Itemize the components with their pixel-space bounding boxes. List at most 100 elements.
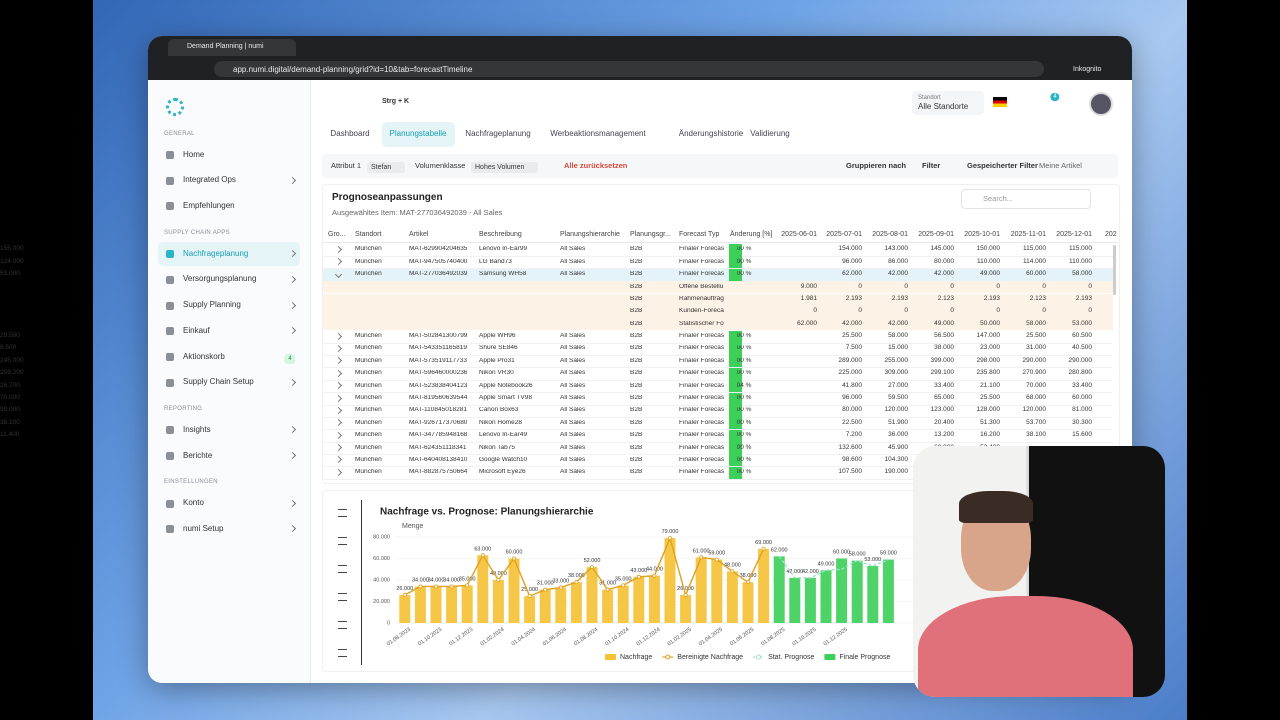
line-point (761, 546, 766, 551)
filter-chip-value[interactable]: Hohes Volumen (471, 162, 539, 174)
grid-subtitle: Ausgewähltes Item: MAT-277036492039 - Al… (332, 207, 503, 217)
line-point (574, 580, 579, 585)
value-label: 26.000 (677, 586, 694, 592)
grid-cell: 36.000 (888, 431, 908, 439)
sidebar-item[interactable]: numi Setup (183, 524, 224, 533)
sidebar-item[interactable]: Aktionskorb (183, 351, 225, 361)
x-tick-label: 01.12.2025 (823, 627, 849, 648)
chart-type-icon[interactable] (338, 593, 347, 601)
tab-title[interactable]: Demand Planning | numi (187, 43, 264, 51)
person-shirt (918, 596, 1133, 697)
tab[interactable]: Änderungshistorie (678, 128, 744, 138)
incognito-label[interactable]: Inkognito (1073, 66, 1102, 74)
tab[interactable]: Werbeaktionsmanagement (550, 128, 646, 138)
location-select[interactable] (912, 91, 984, 115)
sidebar-section-title: SUPPLY CHAIN APPS (164, 229, 230, 236)
grid-cell: 100 % (733, 270, 752, 278)
flag[interactable] (993, 97, 1007, 107)
saved-filter-label[interactable]: Gespeicherter Filter (967, 160, 1038, 170)
sidebar-item[interactable]: Berichte (183, 450, 213, 460)
grid-search[interactable] (961, 189, 1091, 209)
grid-cell: B2B (630, 271, 643, 278)
tab[interactable]: Nachfrageplanung (465, 128, 531, 138)
tab[interactable]: Planungstabelle (389, 128, 447, 138)
grid-cell: 259.200 (0, 369, 24, 377)
sidebar-section-title: GENERAL (164, 130, 195, 137)
filter-chip-value[interactable]: Stefan (367, 162, 406, 174)
url-bar[interactable] (214, 61, 1044, 77)
group-by[interactable]: Gruppieren nach (846, 160, 907, 170)
notification-badge: 4 (1050, 92, 1060, 101)
filter-button[interactable]: Filter (922, 160, 941, 170)
browser-tab[interactable] (168, 39, 296, 56)
tab[interactable]: Dashboard (330, 128, 370, 138)
grid-cell: MAT-573519117733 (409, 357, 467, 364)
column-header: 2025-11-01 (1010, 231, 1046, 239)
url[interactable]: app.numi.digital/demand-planning/grid?id… (233, 64, 473, 74)
selected-row-bg (323, 268, 1113, 281)
sidebar-item[interactable]: Konto (183, 498, 204, 508)
sidebar-item[interactable]: Einkauf (183, 325, 210, 335)
chart-title: Nachfrage vs. Prognose: Planungshierarch… (380, 507, 594, 518)
value-label: 43.000 (630, 568, 647, 574)
legend-swatch (605, 654, 616, 660)
filter-reset[interactable]: Alle zurücksetzen (564, 160, 628, 170)
value-label: 33.000 (552, 579, 569, 585)
grid-cell: 26.700 (0, 381, 20, 389)
x-tick-label: 01.08.2025 (760, 627, 786, 648)
chart-type-icon[interactable] (338, 509, 347, 517)
grid-cell: MAT-624351118341 (409, 444, 467, 451)
grid-cell: 2.193 (1075, 294, 1092, 302)
grid-cell: 110.000 (976, 257, 1000, 265)
legend-swatch (756, 654, 762, 660)
value-label: 58.000 (849, 552, 866, 558)
grid-cell: 0 (1042, 282, 1046, 290)
chart-type-icon[interactable] (338, 537, 347, 545)
sidebar-item[interactable]: Supply Planning (183, 300, 241, 310)
filter-chip-label: Attribut 1 (331, 160, 362, 170)
grid-cell: 33.400 (1072, 381, 1092, 389)
sidebar-item[interactable]: Home (183, 149, 205, 159)
y-tick-label: 20.000 (373, 599, 390, 605)
grid-cell: 56.500 (934, 332, 954, 340)
grid-search-placeholder[interactable]: Search... (983, 193, 1014, 203)
grid-cell: 0 (950, 282, 954, 290)
x-tick-label: 01.08.2024 (573, 627, 599, 648)
scrollbar (1113, 245, 1116, 295)
grid-cell: 289.000 (838, 356, 863, 364)
grid-cell: 0 (904, 307, 908, 315)
grid-cell: 42.000 (888, 270, 908, 278)
sidebar-item[interactable]: Supply Chain Setup (183, 377, 254, 387)
sidebar-item[interactable]: Empfehlungen (183, 201, 235, 210)
bar (867, 566, 879, 623)
sidebar-item[interactable]: Versorgungsplanung (183, 274, 257, 284)
search-shortcut[interactable]: Strg + K (382, 98, 410, 106)
chart-type-icon[interactable] (338, 649, 347, 657)
sidebar-item[interactable]: Nachfrageplanung (183, 248, 249, 258)
grid-cell: 0 (996, 282, 1000, 290)
line-point (527, 594, 532, 599)
grid-cell: MAT-947505740400 (409, 258, 468, 265)
chart-type-icon[interactable] (338, 621, 347, 629)
saved-filter-value[interactable]: Meine Artikel (1039, 160, 1082, 170)
grid-cell: 309.000 (884, 369, 909, 377)
grid-cell: München (355, 271, 382, 278)
location-value[interactable]: Alle Standorte (918, 101, 969, 111)
sidebar-item[interactable]: Integrated Ops (183, 175, 236, 185)
tab[interactable]: Validierung (750, 128, 790, 138)
grid-cell: B2B (630, 345, 643, 352)
change-bar (729, 355, 742, 368)
grid-cell: Nikon Home28 (479, 419, 522, 426)
line-point (543, 587, 548, 592)
grid-cell: München (355, 456, 382, 463)
bar (446, 586, 458, 623)
sidebar-item[interactable]: Insights (183, 424, 211, 434)
avatar[interactable] (1089, 92, 1113, 116)
grid-cell: 21.100 (980, 381, 1000, 389)
grid-cell: 41.800 (842, 381, 862, 389)
chart-type-icon[interactable] (338, 565, 347, 573)
sidebar-icon (166, 499, 174, 508)
grid-cell: Apple Notebook26 (479, 382, 533, 389)
webcam-overlay (913, 446, 1165, 697)
grid-cell: 145.000 (930, 245, 955, 253)
